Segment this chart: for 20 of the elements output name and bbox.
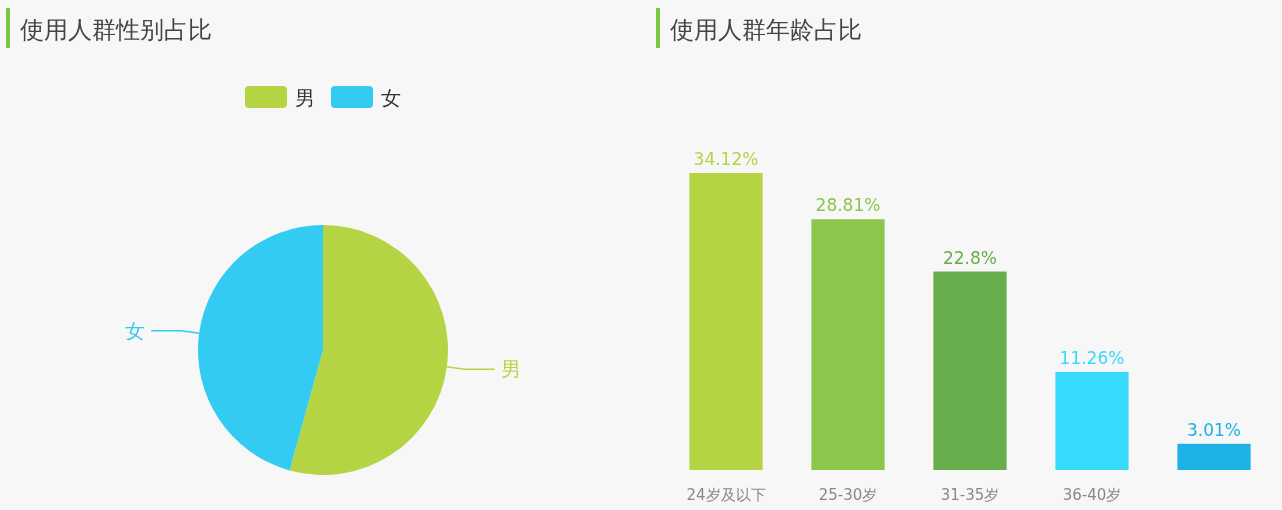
data-label: 11.26% bbox=[1059, 347, 1125, 368]
data-label: 22.8% bbox=[942, 247, 998, 268]
x-tick-label: 25-30岁 bbox=[818, 486, 878, 504]
bar bbox=[689, 173, 763, 470]
legend-label: 男 bbox=[295, 86, 315, 110]
x-tick-label: 36-40岁 bbox=[1062, 486, 1122, 504]
data-label: 28.81% bbox=[815, 195, 881, 216]
bar bbox=[1055, 371, 1129, 470]
bar bbox=[933, 271, 1007, 470]
slice-label: 女 bbox=[125, 318, 146, 343]
data-label: 34.12% bbox=[693, 149, 759, 169]
data-label: 3.01% bbox=[1186, 419, 1242, 440]
slice-label: 男 bbox=[500, 357, 521, 382]
legend-label: 女 bbox=[381, 86, 401, 110]
x-tick-label: 24岁及以下 bbox=[686, 486, 766, 504]
bar bbox=[1177, 443, 1251, 470]
x-tick-label: 31-35岁 bbox=[940, 486, 1000, 504]
chart-title: 使用人群性别占比 bbox=[20, 16, 212, 44]
bar bbox=[811, 219, 885, 470]
chart-title: 使用人群年龄占比 bbox=[670, 16, 862, 44]
